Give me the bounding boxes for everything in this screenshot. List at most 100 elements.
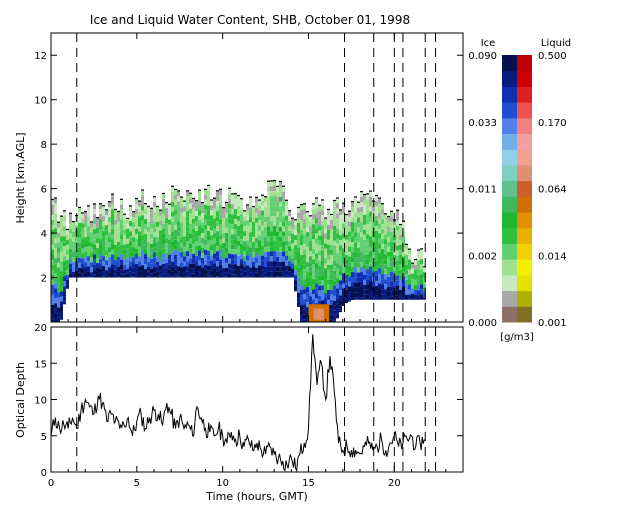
- cloud-cell: [213, 198, 216, 204]
- cloud-cell: [279, 186, 282, 192]
- cloud-cell: [357, 217, 360, 223]
- cloud-cell: [363, 204, 366, 210]
- cloud-cell: [336, 278, 339, 284]
- cloud-cell: [366, 194, 369, 200]
- cloud-cell: [171, 206, 174, 212]
- cloud-cell: [51, 314, 54, 320]
- cloud-cell: [132, 212, 135, 218]
- cloud-cell: [288, 241, 291, 247]
- cloud-cell: [237, 255, 240, 261]
- cloud-cell: [345, 244, 348, 250]
- cloud-cell: [414, 264, 417, 270]
- cloud-cell: [318, 205, 321, 211]
- cloud-cell: [174, 249, 177, 255]
- cloud-cell: [333, 250, 336, 256]
- cloud-cell: [213, 213, 216, 219]
- cloud-top-contour: [213, 197, 216, 199]
- cloud-cell: [303, 264, 306, 270]
- cloud-cell: [318, 280, 321, 286]
- cloud-cell: [312, 244, 315, 250]
- cloud-cell: [309, 236, 312, 242]
- cloud-cell: [162, 223, 165, 229]
- cloud-cell: [303, 319, 306, 322]
- cloud-cell: [390, 211, 393, 217]
- cloud-cell: [120, 229, 123, 235]
- cloud-cell: [63, 241, 66, 247]
- cloud-cell: [333, 275, 336, 281]
- cloud-cell: [333, 305, 336, 311]
- cloud-cell: [381, 264, 384, 270]
- cloud-cell: [192, 233, 195, 239]
- cloud-cell: [90, 242, 93, 248]
- cloud-cell: [111, 194, 114, 200]
- cloud-cell: [390, 231, 393, 237]
- cloud-cell: [51, 209, 54, 215]
- cloud-cell: [105, 230, 108, 236]
- cloud-cell: [102, 256, 105, 262]
- cloud-cell: [273, 261, 276, 267]
- cloud-cell: [372, 221, 375, 227]
- cloud-cell: [396, 230, 399, 236]
- cloud-cell: [261, 195, 264, 201]
- cloud-cell: [303, 274, 306, 280]
- cloud-cell: [123, 219, 126, 225]
- cloud-cell: [72, 266, 75, 272]
- cloud-cell: [390, 276, 393, 282]
- cloud-cell: [207, 240, 210, 246]
- cloud-cell: [375, 270, 378, 276]
- cloud-cell: [105, 210, 108, 216]
- colorbar-liquid-swatch: [517, 102, 532, 119]
- cloud-cell: [405, 284, 408, 290]
- cloud-cell: [354, 257, 357, 263]
- cloud-cell: [243, 226, 246, 232]
- cloud-cell: [420, 254, 423, 260]
- cloud-cell: [198, 190, 201, 196]
- cloud-cell: [90, 237, 93, 243]
- cloud-cell: [288, 266, 291, 272]
- cloud-cell: [261, 205, 264, 211]
- cloud-cell: [273, 276, 276, 278]
- cloud-cell: [186, 266, 189, 272]
- cloud-cell: [258, 240, 261, 246]
- cloud-cell: [213, 203, 216, 209]
- cloud-cell: [423, 282, 426, 288]
- cloud-cell: [54, 273, 57, 279]
- cloud-cell: [258, 250, 261, 256]
- cloud-cell: [354, 272, 357, 278]
- cloud-cell: [234, 214, 237, 220]
- cloud-cell: [249, 237, 252, 243]
- cloud-cell: [345, 274, 348, 280]
- cloud-top-contour: [300, 204, 303, 206]
- cloud-cell: [171, 196, 174, 202]
- cloud-cell: [81, 268, 84, 274]
- cloud-top-contour: [138, 200, 141, 202]
- cloud-cell: [75, 235, 78, 241]
- cloud-top-contour: [135, 197, 138, 200]
- cloud-cell: [195, 236, 198, 242]
- cloud-cell: [72, 246, 75, 252]
- cloud-cell: [309, 281, 312, 287]
- cloud-cell: [63, 266, 66, 272]
- cloud-cell: [381, 234, 384, 240]
- cloud-cell: [414, 279, 417, 285]
- cloud-cell: [207, 210, 210, 216]
- cloud-cell: [315, 218, 318, 224]
- cloud-cell: [126, 218, 129, 224]
- cloud-cell: [327, 264, 330, 270]
- cloud-cell: [258, 275, 261, 278]
- cloud-cell: [303, 294, 306, 300]
- cloud-cell: [414, 274, 417, 280]
- cloud-cell: [231, 249, 234, 255]
- cloud-cell: [378, 248, 381, 254]
- cloud-cell: [324, 288, 327, 294]
- cloud-cell: [204, 229, 207, 235]
- cloud-cell: [306, 262, 309, 268]
- cloud-top-contour: [381, 203, 384, 205]
- cloud-cell: [306, 257, 309, 263]
- cloud-cell: [87, 261, 90, 267]
- cloud-cell: [405, 244, 408, 250]
- cloud-top-contour: [318, 204, 321, 206]
- cloud-cell: [246, 250, 249, 256]
- cloud-cell: [375, 205, 378, 211]
- cloud-cell: [300, 310, 303, 316]
